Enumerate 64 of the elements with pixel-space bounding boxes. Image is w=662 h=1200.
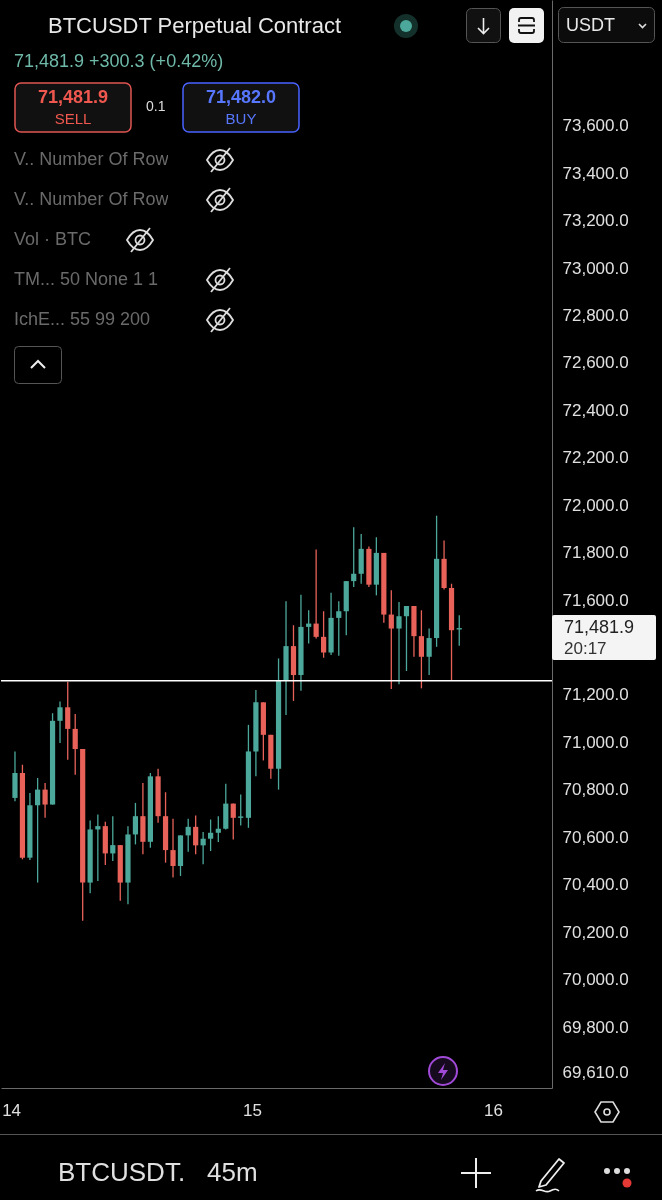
text: USDT [566,15,615,35]
candlestick [65,681,71,761]
y-tick-label: 69,800.0 [562,1017,629,1037]
y-tick-label: 73,200.0 [562,211,629,231]
y-tick-label: 70,800.0 [562,780,629,800]
candlestick [388,589,394,690]
y-tick-label: 73,600.0 [562,116,629,136]
y-tick-label: 71,000.0 [562,732,629,752]
text: 71,481.9 [564,617,635,637]
candlestick [336,600,342,657]
y-tick-label: 69,610.0 [562,1062,629,1082]
candlestick [193,814,199,856]
candlestick [132,802,139,846]
candlestick [396,601,402,685]
candlestick [230,802,236,841]
annotation: V.. Number Of Row [14,149,169,169]
y-tick-label: 70,000.0 [562,970,629,990]
candlestick [215,815,221,843]
candlestick [72,713,78,776]
text: BTCUSDT Perpetual Contract [48,13,342,38]
y-tick-label: 71,600.0 [562,590,629,610]
annotation: 71,481.9 +300.3 (+0.42%) [14,51,224,71]
candlestick [42,782,48,819]
annotation: V.. Number Of Row [14,189,169,209]
y-tick-label: 72,600.0 [562,353,629,373]
y-tick-label: 71,200.0 [562,685,629,705]
y-tick-label: 72,200.0 [562,448,629,468]
annotation: 71,481.9 [37,87,109,107]
y-tick-label: 72,800.0 [562,305,629,325]
candlestick [170,818,176,879]
annotation: TM... 50 None 1 1 [14,269,159,289]
candlestick [426,627,432,676]
candlestick [35,777,41,884]
x-tick-label: 16 [484,1100,503,1120]
annotation: IchE... 55 99 200 [14,309,151,329]
x-tick-label: 14 [2,1100,22,1120]
annotation: Vol · BTC [14,229,92,249]
y-tick-label: 70,400.0 [562,875,629,895]
y-tick-label: 70,200.0 [562,922,629,942]
candlestick [57,700,63,744]
y-tick-label: 73,000.0 [562,258,629,278]
y-tick-label: 71,800.0 [562,543,629,563]
candlestick [403,605,410,672]
annotation: BUY [225,110,257,127]
text: 20:17 [564,639,607,658]
y-tick-label: 72,400.0 [562,400,629,420]
candlestick [418,609,425,689]
y-tick-label: 72,000.0 [562,495,629,515]
y-tick-label: 73,400.0 [562,163,629,183]
annotation: 71,482.0 [205,87,277,107]
candlestick [321,610,327,659]
annotation: SELL [54,110,92,127]
y-tick-label: 70,600.0 [562,827,629,847]
candlestick [185,818,191,853]
annotation: 0.1 [146,98,166,114]
candlestick [351,526,357,588]
candlestick [456,614,462,647]
text: 45m [207,1157,258,1187]
x-tick-label: 15 [243,1100,263,1120]
candlestick [238,793,244,827]
candlestick [110,815,116,862]
text: BTCUSDT. [58,1157,186,1187]
candlestick [208,818,214,852]
candlestick [313,548,319,640]
